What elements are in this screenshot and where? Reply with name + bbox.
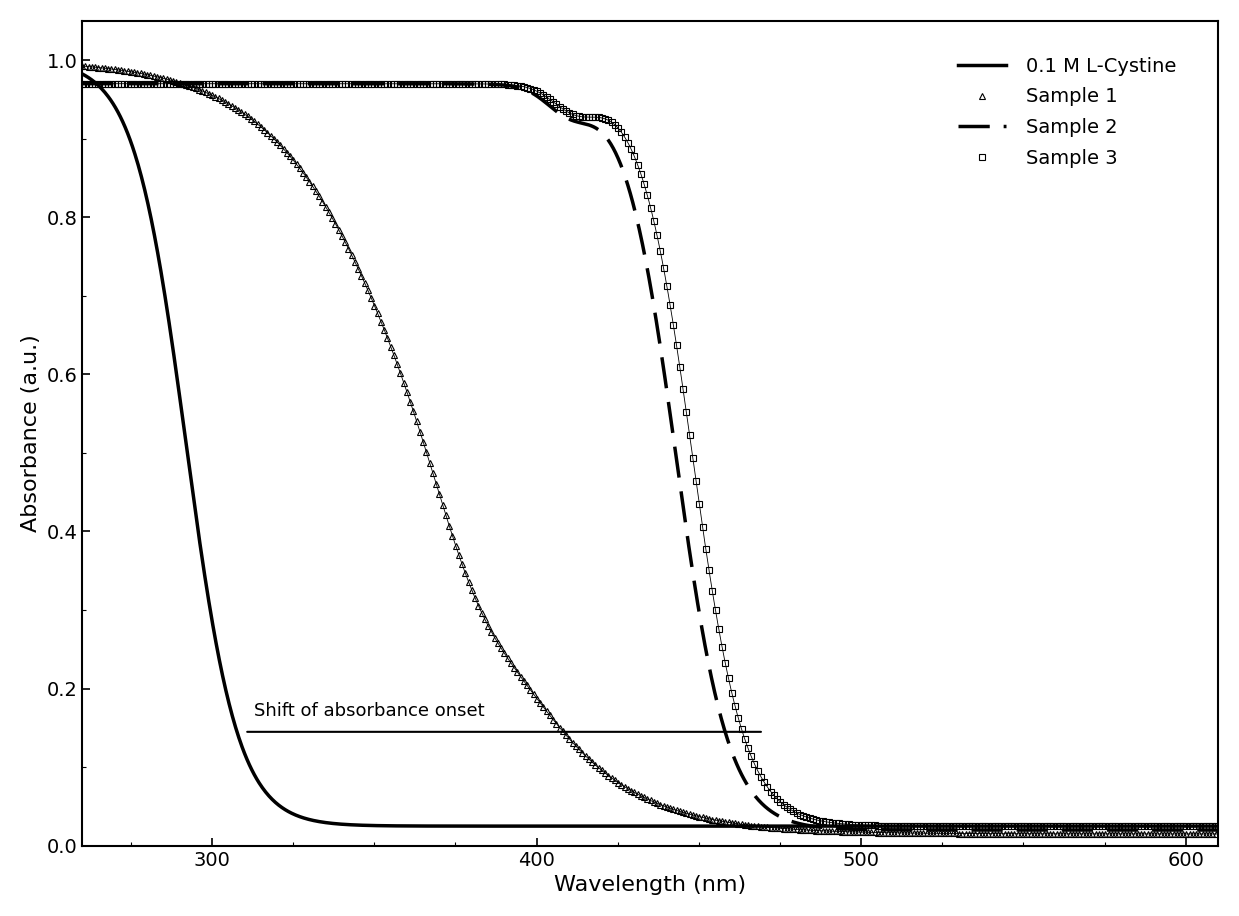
Sample 3 [74, 78, 89, 89]
Text: Shift of absorbance onset: Shift of absorbance onset [254, 702, 484, 720]
0.1 M L-Cystine [1193, 821, 1208, 832]
Sample 3 [743, 751, 758, 762]
0.1 M L-Cystine [996, 821, 1011, 832]
Line: 0.1 M L-Cystine: 0.1 M L-Cystine [82, 74, 1218, 826]
Sample 1 [743, 820, 758, 831]
Sample 3 [1160, 821, 1175, 832]
0.1 M L-Cystine [349, 820, 364, 831]
Sample 1 [1160, 828, 1175, 839]
Sample 3 [679, 407, 694, 418]
Sample 1 [679, 808, 694, 819]
0.1 M L-Cystine [670, 821, 685, 832]
0.1 M L-Cystine [600, 821, 615, 832]
Sample 2 [349, 78, 364, 89]
Sample 2 [996, 824, 1011, 835]
Sample 1 [597, 768, 612, 779]
0.1 M L-Cystine [1198, 821, 1213, 832]
Sample 1 [74, 60, 89, 71]
Sample 2 [600, 133, 615, 144]
Legend: 0.1 M L-Cystine, Sample 1, Sample 2, Sample 3: 0.1 M L-Cystine, Sample 1, Sample 2, Sam… [948, 47, 1186, 178]
Sample 1 [377, 324, 392, 335]
0.1 M L-Cystine [1211, 821, 1225, 832]
Sample 2 [1211, 824, 1225, 835]
Sample 2 [74, 78, 89, 89]
Sample 1 [1208, 828, 1223, 839]
Sample 3 [1208, 821, 1223, 832]
Sample 3 [1192, 821, 1207, 832]
Line: Sample 1: Sample 1 [78, 62, 1219, 837]
Sample 2 [466, 79, 481, 90]
Sample 2 [1193, 824, 1208, 835]
X-axis label: Wavelength (nm): Wavelength (nm) [554, 875, 746, 895]
0.1 M L-Cystine [74, 69, 89, 80]
Sample 1 [1192, 828, 1207, 839]
Sample 2 [670, 466, 685, 477]
0.1 M L-Cystine [466, 821, 481, 832]
Line: Sample 3: Sample 3 [78, 81, 1219, 830]
Y-axis label: Absorbance (a.u.): Absorbance (a.u.) [21, 334, 41, 532]
Line: Sample 2: Sample 2 [82, 83, 1218, 830]
Sample 3 [597, 114, 612, 125]
Sample 3 [377, 78, 392, 89]
